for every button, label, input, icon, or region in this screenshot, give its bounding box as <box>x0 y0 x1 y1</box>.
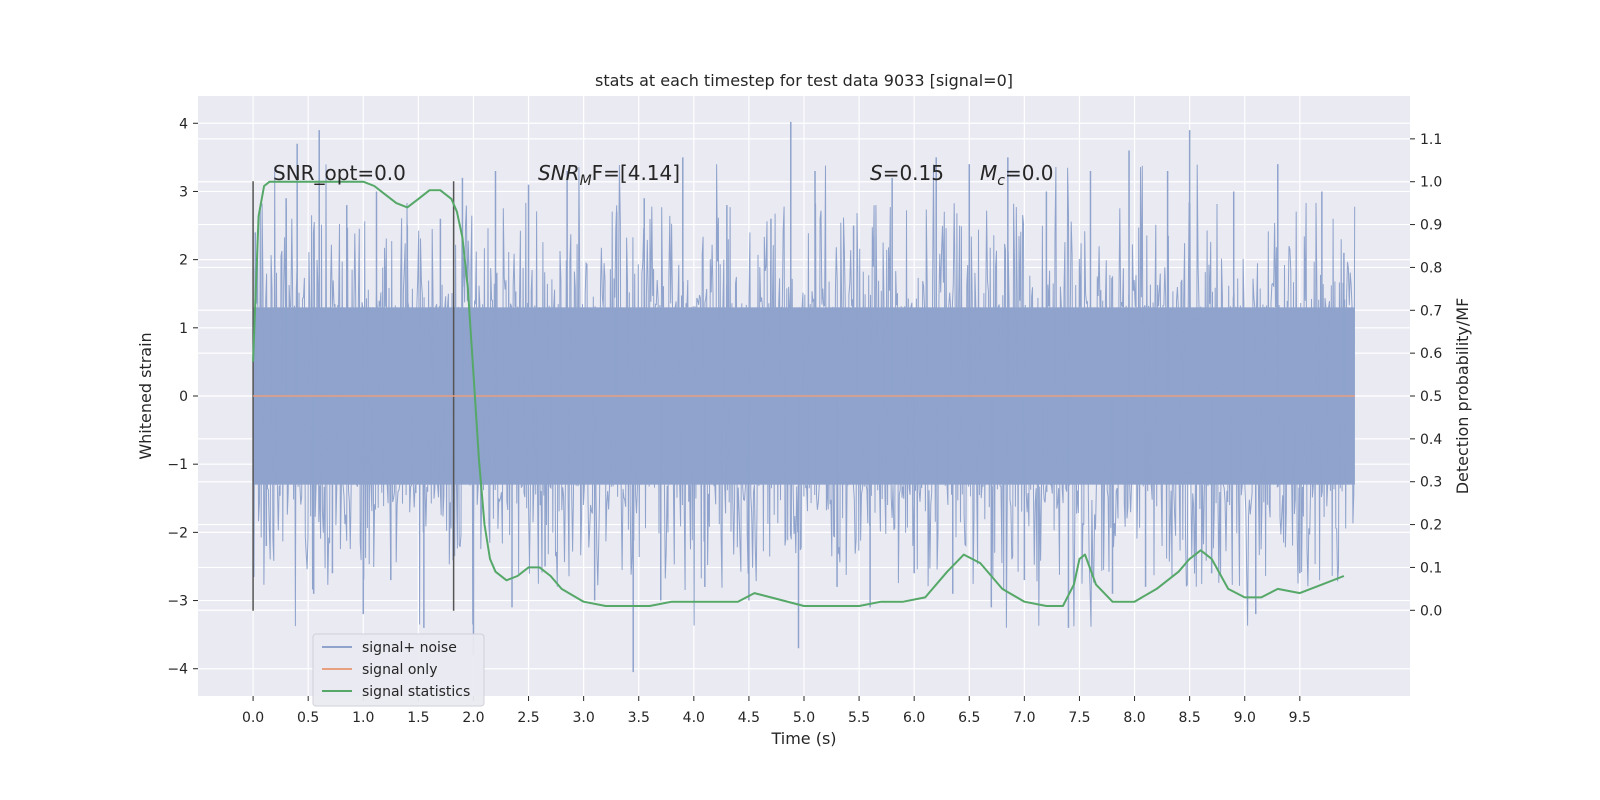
x-tick-label-10: 5.0 <box>793 710 815 726</box>
x-tick-label-2: 1.0 <box>352 710 374 726</box>
y2-tick-label-2: 0.9 <box>1420 218 1442 234</box>
signal-statistics-line <box>252 180 1345 607</box>
annotation-s: S=0.15 <box>870 161 944 185</box>
annotation-mc: Mc=0.0 <box>980 161 1054 189</box>
y2-axis-label: Detection probability/MF <box>1453 298 1472 495</box>
y2-tick-label-7: 0.4 <box>1420 432 1442 448</box>
y-axis-label: Whitened strain <box>136 332 155 459</box>
x-tick-label-9: 4.5 <box>738 710 760 726</box>
x-tick-label-1: 0.5 <box>297 710 319 726</box>
x-tick-label-12: 6.0 <box>903 710 925 726</box>
x-tick-label-18: 9.0 <box>1234 710 1256 726</box>
y-axis-left: 4 3 2 1 0 −1 −2 −3 −4 <box>167 116 198 678</box>
y2-tick-label-3: 0.8 <box>1420 260 1442 276</box>
legend-label-signal-noise: signal+ noise <box>362 640 457 656</box>
x-tick-label-14: 7.0 <box>1013 710 1035 726</box>
legend: signal+ noise signal only signal statist… <box>312 633 485 707</box>
y-tick-label-3: 1 <box>179 321 188 337</box>
x-tick-label-7: 3.5 <box>628 710 650 726</box>
annotation-snr-mf: SNRMF=[4.14] <box>538 161 680 189</box>
y-tick-label-1: 3 <box>179 184 188 200</box>
x-tick-label-15: 7.5 <box>1068 710 1090 726</box>
x-tick-label-4: 2.0 <box>462 710 484 726</box>
x-tick-label-19: 9.5 <box>1289 710 1311 726</box>
legend-label-signal-statistics: signal statistics <box>362 684 470 700</box>
y-tick-label-2: 2 <box>179 253 188 269</box>
y2-tick-label-1: 1.0 <box>1420 175 1442 191</box>
x-axis-label: Time (s) <box>770 729 836 748</box>
y-tick-label-5: −1 <box>167 457 188 473</box>
x-tick-label-0: 0.0 <box>242 710 264 726</box>
annotation-snr-opt: SNR_opt=0.0 <box>273 161 406 185</box>
y-tick-label-8: −4 <box>167 662 188 678</box>
legend-box <box>312 633 485 707</box>
x-tick-label-11: 5.5 <box>848 710 870 726</box>
y-tick-label-7: −3 <box>167 594 188 610</box>
y2-tick-label-0: 1.1 <box>1420 132 1442 148</box>
x-tick-label-13: 6.5 <box>958 710 980 726</box>
y2-tick-label-10: 0.1 <box>1420 560 1442 576</box>
signal-noise-line <box>252 164 1356 628</box>
y-axis-right: 1.1 1.0 0.9 0.8 0.7 0.6 0.5 0.4 0.3 0.2 0.1 0.0 <box>1410 132 1442 619</box>
x-tick-label-6: 3.0 <box>573 710 595 726</box>
y-tick-label-6: −2 <box>167 525 188 541</box>
y2-tick-label-6: 0.5 <box>1420 389 1442 405</box>
y-tick-label-0: 4 <box>179 116 188 132</box>
y2-tick-label-11: 0.0 <box>1420 603 1442 619</box>
y-tick-label-4: 0 <box>179 389 188 405</box>
x-tick-label-16: 8.0 <box>1123 710 1145 726</box>
y2-tick-label-4: 0.7 <box>1420 303 1442 319</box>
x-tick-label-5: 2.5 <box>517 710 539 726</box>
signal-statistics-series <box>252 180 1345 607</box>
y2-tick-label-9: 0.2 <box>1420 518 1442 534</box>
x-tick-label-17: 8.5 <box>1179 710 1201 726</box>
y2-tick-label-5: 0.6 <box>1420 346 1442 362</box>
y2-tick-label-8: 0.3 <box>1420 475 1442 491</box>
x-tick-label-8: 4.0 <box>683 710 705 726</box>
x-axis: 0.0 0.5 1.0 1.5 2.0 2.5 3.0 3.5 4.0 4.5 5.0 5.5 6.0 6… <box>242 696 1311 726</box>
chart-title: stats at each timestep for test data 903… <box>595 71 1013 90</box>
legend-label-signal-only: signal only <box>362 662 437 678</box>
x-tick-label-3: 1.5 <box>407 710 429 726</box>
